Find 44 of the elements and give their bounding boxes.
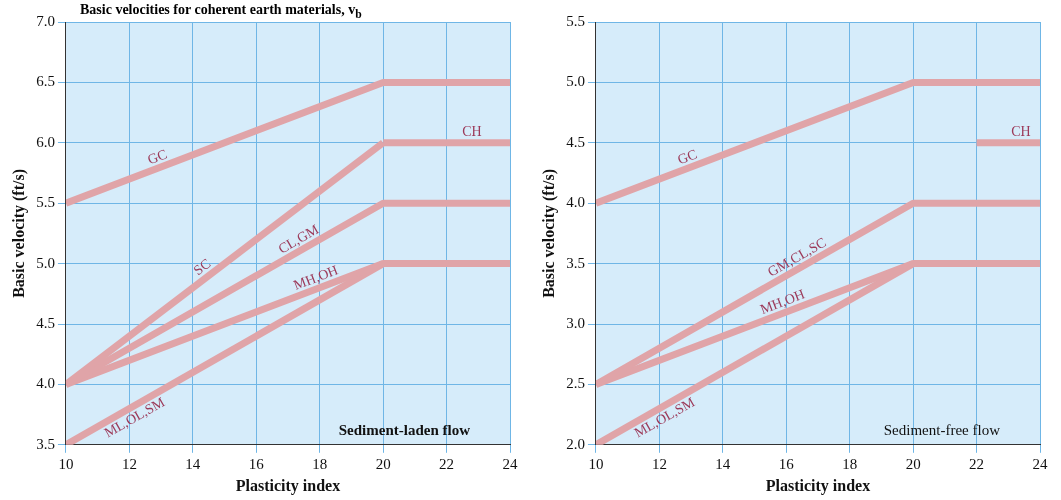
y-tick-label: 5.0 — [36, 254, 55, 271]
y-tick-label: 4.0 — [566, 194, 585, 211]
text: GC — [145, 146, 169, 168]
y-tick-label: 4.5 — [566, 133, 585, 150]
series-label: CH — [1011, 124, 1031, 140]
series-label: CH — [462, 124, 482, 140]
x-tick-label: 22 — [439, 455, 455, 472]
y-tick-label: 3.5 — [36, 435, 55, 452]
annotation: Sediment-free flow — [883, 422, 1001, 439]
y-tick-label: 6.5 — [36, 73, 55, 90]
y-axis-title: Basic velocity (ft/s) — [539, 168, 558, 298]
y-tick-label: 3.0 — [566, 314, 585, 331]
y-tick-label: 2.5 — [566, 375, 585, 392]
y-tick-label: 5.0 — [566, 73, 585, 90]
x-tick-label: 20 — [375, 455, 391, 472]
x-tick-label: 14 — [185, 455, 201, 472]
x-tick-label: 10 — [58, 455, 74, 472]
x-tick-label: 24 — [502, 455, 518, 472]
y-tick-label: 5.5 — [36, 194, 55, 211]
y-tick-label: 3.5 — [566, 254, 585, 271]
text: GC — [675, 146, 699, 168]
x-axis-title: Plasticity index — [235, 476, 341, 495]
y-tick-label: 2.0 — [566, 435, 585, 452]
x-tick-label: 12 — [651, 455, 667, 472]
chart-title: Basic velocities for coherent earth materials, v$_{b}$ — [80, 2, 362, 21]
x-tick-label: 14 — [715, 455, 731, 472]
x-axis-title: Plasticity index — [765, 476, 871, 495]
annotation: Sediment-laden flow — [338, 422, 471, 439]
x-tick-label: 18 — [842, 455, 858, 472]
x-tick-label: 20 — [905, 455, 921, 472]
x-tick-label: 18 — [312, 455, 328, 472]
y-tick-label: 5.5 — [566, 12, 585, 29]
x-tick-label: 22 — [969, 455, 985, 472]
y-tick-label: 4.0 — [36, 375, 55, 392]
x-tick-label: 12 — [121, 455, 137, 472]
y-tick-label: 6.0 — [36, 133, 55, 150]
y-tick-label: 7.0 — [36, 12, 55, 29]
x-tick-label: 16 — [778, 455, 795, 472]
x-tick-label: 10 — [588, 455, 604, 472]
text: SC — [190, 255, 214, 279]
y-axis-title: Basic velocity (ft/s) — [9, 168, 28, 298]
x-tick-label: 24 — [1032, 455, 1048, 472]
x-tick-label: 16 — [248, 455, 265, 472]
y-tick-label: 4.5 — [36, 314, 55, 331]
